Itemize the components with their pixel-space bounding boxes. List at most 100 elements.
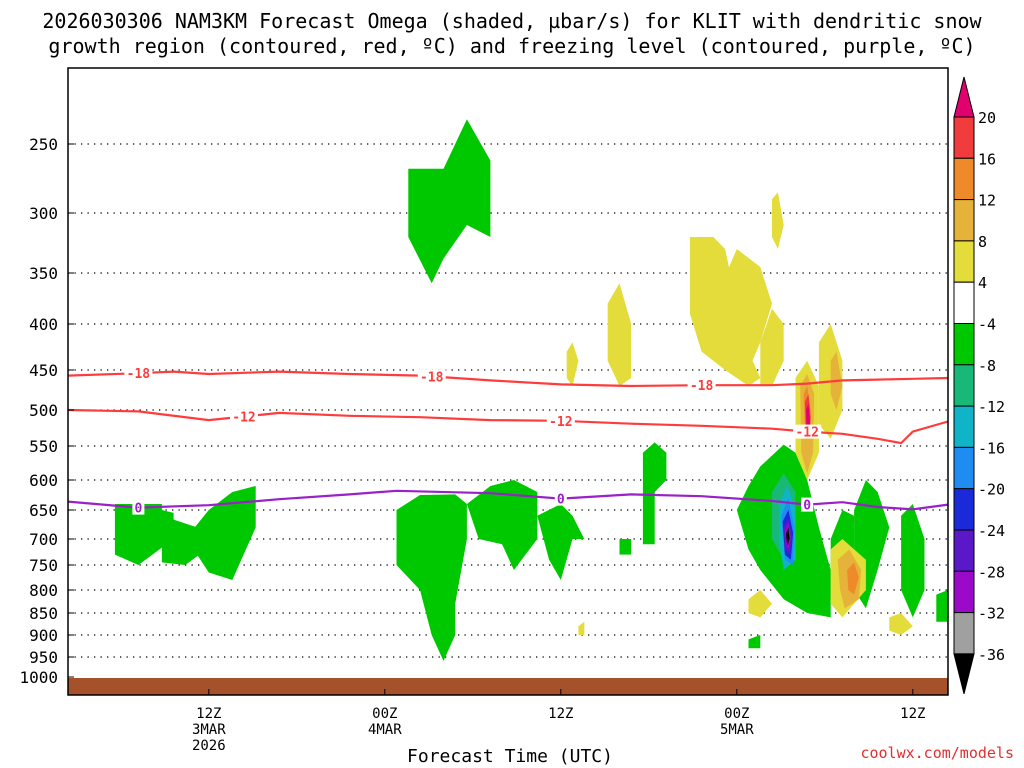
contour-label-1-1: -12 [549, 415, 572, 430]
y-tick-label-550: 550 [29, 437, 58, 456]
contour-label-bg-0-1 [417, 369, 446, 384]
x-tick-label-0-0: 12Z [196, 706, 221, 722]
colorbar-labels: 20 16 12 8 4 -4 -8 -12 -16 -20 -24 -28 -32 -36 [978, 109, 1005, 664]
omega-region-31 [748, 590, 772, 618]
y-tick-label-700: 700 [29, 530, 58, 549]
colorbar-swatch-9 [953, 446, 975, 490]
contour-label-bg-2-2 [801, 497, 814, 512]
omega-region-8 [619, 539, 632, 555]
y-tick-label-300: 300 [29, 204, 58, 223]
colorbar-label-11: -28 [978, 563, 1005, 581]
contour-label-bg-1-2 [793, 424, 822, 439]
contour-lines: -18 -18 -18 -12 -12 -12 0 0 0 [67, 366, 949, 517]
contour-label-bg-0-2 [687, 378, 716, 393]
colorbar-swatch-10 [953, 488, 975, 531]
colorbar-bottom-arrow [953, 653, 975, 695]
colorbar-swatch-3 [953, 199, 975, 242]
contour-label-2-2: 0 [803, 499, 811, 514]
contour-label-0-2: -18 [690, 379, 714, 394]
colorbar-label-10: -24 [978, 522, 1005, 540]
contour-label-bg-0-0 [124, 366, 153, 381]
colorbar-swatch-4 [953, 240, 975, 283]
x-tick-label-3-1: 5MAR [720, 722, 754, 738]
y-tick-label-600: 600 [29, 471, 58, 490]
x-tick-label-4-0: 12Z [900, 706, 925, 722]
x-tick-label-0-2: 2026 [192, 738, 226, 754]
contour-label-2-0: 0 [134, 502, 142, 517]
contour-line-0 [67, 489, 949, 511]
site-credit: coolwx.com/models [860, 744, 1014, 762]
contour-label-2-1: 0 [557, 493, 565, 508]
colorbar-label-8: -16 [978, 439, 1005, 457]
colorbar-swatch-8 [953, 405, 975, 448]
x-tick-label-1-0: 00Z [372, 706, 397, 722]
colorbar-label-3: 8 [978, 233, 987, 251]
colorbar-swatch-5 [953, 281, 975, 325]
omega-region-24 [760, 308, 784, 386]
x-tick-label-3-0: 00Z [724, 706, 749, 722]
colorbar-swatch-11 [953, 529, 975, 572]
omega-region-32 [889, 613, 913, 635]
omega-region-14 [748, 635, 761, 649]
colorbar-top-arrow [953, 76, 975, 118]
omega-region-21 [786, 527, 790, 546]
x-tick-label-1-1: 4MAR [368, 722, 402, 738]
colorbar-swatch-6 [953, 323, 975, 366]
colorbar-label-2: 12 [978, 192, 996, 210]
contour-line-minus18 [67, 370, 949, 388]
y-tick-label-950: 950 [29, 648, 58, 667]
omega-region-7 [642, 442, 667, 545]
x-tick-label-0-1: 3MAR [192, 722, 226, 738]
omega-region-5 [466, 480, 538, 570]
colorbar-label-9: -20 [978, 481, 1005, 499]
colorbar-swatch-1 [953, 116, 975, 159]
colorbar-label-7: -12 [978, 398, 1005, 416]
omega-region-25 [566, 342, 579, 386]
contour-label-1-0: -12 [232, 410, 255, 425]
y-tick-label-500: 500 [29, 401, 58, 420]
contour-label-0-1: -18 [420, 370, 444, 385]
colorbar-swatch-13 [953, 612, 975, 655]
y-tick-label-350: 350 [29, 264, 58, 283]
colorbar-swatch-12 [953, 570, 975, 614]
colorbar [953, 76, 975, 695]
colorbar-label-12: -32 [978, 605, 1005, 623]
x-tick-label-2-0: 12Z [548, 706, 573, 722]
omega-region-27 [772, 192, 784, 249]
colorbar-label-13: -36 [978, 646, 1005, 664]
y-tick-label-800: 800 [29, 581, 58, 600]
omega-region-6 [537, 504, 585, 580]
contour-label-bg-2-0 [132, 500, 145, 515]
omega-region-26 [607, 283, 632, 386]
colorbar-label-1: 16 [978, 150, 996, 168]
omega-region-33 [578, 621, 585, 635]
y-tick-label-250: 250 [29, 135, 58, 154]
y-tick-label-650: 650 [29, 501, 58, 520]
colorbar-label-0: 20 [978, 109, 996, 127]
omega-region-23 [713, 249, 772, 370]
colorbar-swatch-7 [953, 364, 975, 407]
omega-region-0 [114, 504, 174, 565]
colorbar-label-6: -8 [978, 357, 996, 375]
y-tick-label-850: 850 [29, 604, 58, 623]
contour-label-0-0: -18 [127, 367, 151, 382]
plot-border [67, 67, 949, 696]
contour-label-1-2: -12 [795, 426, 818, 441]
y-axis-ticks: 250 300 350 400 450 500 550 600 650 700 750 800 850 9… [19, 135, 74, 687]
contour-label-bg-1-1 [546, 413, 575, 428]
contour-label-bg-1-0 [230, 409, 258, 424]
omega-region-2 [185, 486, 256, 580]
omega-region-4 [396, 494, 467, 661]
omega-shading [114, 119, 948, 661]
ground-surface [68, 678, 948, 695]
omega-region-37 [847, 562, 859, 595]
y-tick-label-750: 750 [29, 556, 58, 575]
omega-region-3 [408, 119, 491, 284]
y-tick-label-450: 450 [29, 361, 58, 380]
contour-label-bg-2-1 [554, 491, 567, 506]
plot-area: -18 -18 -18 -12 -12 -12 0 0 0 [67, 67, 949, 696]
colorbar-label-5: -4 [978, 316, 996, 334]
x-axis-title: Forecast Time (UTC) [407, 746, 613, 767]
